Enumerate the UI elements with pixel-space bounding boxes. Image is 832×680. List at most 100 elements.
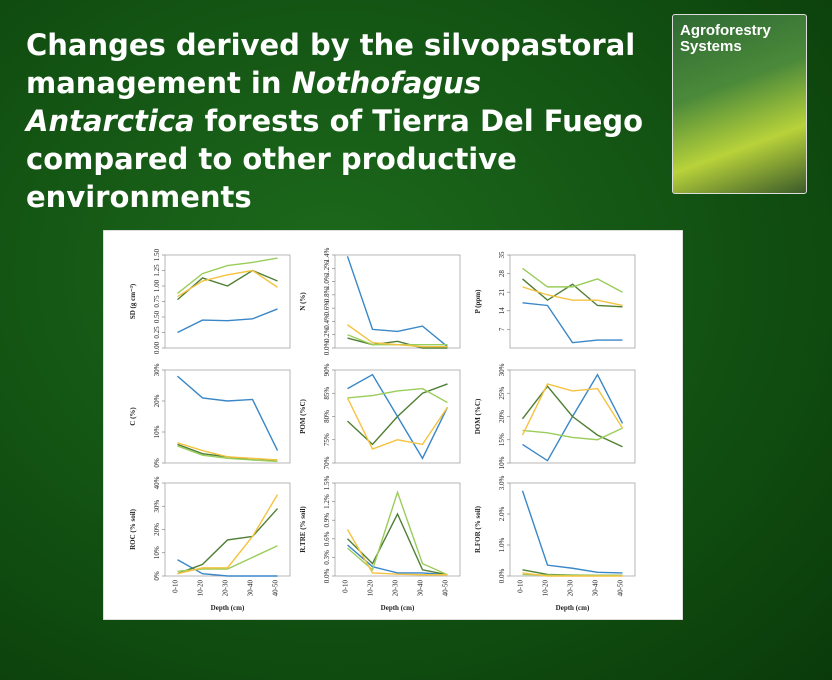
journal-cover: Agroforestry Systems: [672, 14, 807, 194]
series-line: [177, 494, 279, 575]
y-tick-label: 1.0%: [323, 274, 331, 289]
x-tick-label: 0-10: [517, 580, 525, 593]
series-line: [522, 427, 623, 441]
y-tick-label: 1.25: [153, 264, 161, 277]
y-tick-label: 10%: [153, 425, 161, 438]
series-line: [347, 387, 448, 404]
y-axis-label: C (%): [129, 407, 137, 426]
plot-frame: [334, 254, 461, 349]
y-axis-label: N (%): [299, 292, 307, 311]
y-tick-label: 10%: [498, 456, 506, 469]
y-tick-label: 30%: [153, 500, 161, 513]
series-line: [521, 385, 623, 448]
series-line: [177, 559, 278, 577]
series-line: [346, 529, 448, 576]
y-tick-label: 30%: [153, 363, 161, 376]
x-axis-label: Depth (cm): [211, 604, 245, 612]
y-tick-label: 21: [498, 288, 506, 296]
y-axis-label: R.TRE (% soil): [299, 506, 307, 553]
series-line: [522, 302, 623, 344]
series-line: [347, 512, 448, 576]
y-axis-label: POM (%C): [299, 398, 307, 433]
title-text: Changes derived by the silvopastoral man…: [26, 28, 636, 100]
x-tick-label: 40-50: [442, 580, 450, 597]
y-tick-label: 0.9%: [323, 513, 331, 528]
series-line: [522, 286, 623, 307]
series-line: [346, 397, 449, 450]
chart-panel: 0.00 0.25 0.50 0.75 1.00 1.25 1.50 SD (g cm⁻³) 0…: [103, 230, 683, 620]
y-tick-label: 25%: [498, 387, 506, 400]
cover-title-line: Agroforestry: [680, 22, 771, 39]
series-line: [346, 256, 448, 348]
x-tick-label: 30-40: [592, 580, 600, 597]
y-axis-label: P (ppm): [474, 289, 482, 314]
y-tick-label: 40%: [153, 476, 161, 489]
y-tick-label: 7: [498, 327, 506, 331]
y-tick-label: 15%: [498, 433, 506, 446]
x-axis-label: Depth (cm): [381, 604, 415, 612]
x-tick-label: 40-50: [272, 580, 280, 597]
plot-frame: [334, 482, 461, 577]
y-tick-label: 0.75: [153, 295, 161, 308]
y-axis-label: DOM (%C): [474, 398, 482, 434]
x-axis-label: Depth (cm): [556, 604, 590, 612]
series-line: [177, 442, 278, 461]
y-tick-label: 35: [498, 251, 506, 259]
y-tick-label: 20%: [498, 410, 506, 423]
x-tick-label: 0-10: [172, 580, 180, 593]
series-line: [522, 572, 623, 577]
y-tick-label: 28: [498, 270, 506, 278]
cover-title-line: Systems: [680, 38, 742, 55]
y-tick-label: 0.6%: [323, 531, 331, 546]
y-tick-label: 1.00: [153, 279, 161, 292]
y-tick-label: 14: [498, 307, 506, 315]
plot-frame: [164, 369, 291, 464]
y-tick-label: 0.0%: [498, 569, 506, 584]
series-line: [347, 337, 448, 349]
y-axis-label: SD (g cm⁻³): [129, 283, 137, 319]
series-line: [177, 269, 278, 298]
y-tick-label: 0.0%: [323, 341, 331, 356]
y-tick-label: 0.0%: [323, 569, 331, 584]
y-tick-label: 0.4%: [323, 314, 331, 329]
x-tick-label: 30-40: [247, 580, 255, 597]
y-tick-label: 1.4%: [323, 248, 331, 263]
y-axis-label: ROC (% soil): [129, 508, 137, 550]
series-line: [177, 445, 278, 463]
y-tick-label: 20%: [153, 523, 161, 536]
y-tick-label: 3.0%: [498, 476, 506, 491]
x-tick-label: 20-30: [392, 580, 400, 597]
y-tick-label: 10%: [153, 546, 161, 559]
x-tick-label: 30-40: [417, 580, 425, 597]
series-line: [522, 267, 623, 293]
y-tick-label: 90%: [323, 363, 331, 376]
y-tick-label: 1.2%: [323, 261, 331, 276]
cover-title: Agroforestry Systems: [673, 15, 806, 55]
x-tick-label: 10-20: [367, 580, 375, 597]
y-tick-label: 0.3%: [323, 550, 331, 565]
series-line: [177, 508, 279, 575]
y-tick-label: 75%: [323, 433, 331, 446]
series-line: [521, 383, 624, 436]
series-line: [177, 257, 278, 294]
x-tick-label: 40-50: [617, 580, 625, 597]
y-tick-label: 1.2%: [323, 494, 331, 509]
y-tick-label: 85%: [323, 387, 331, 400]
x-tick-label: 0-10: [342, 580, 350, 593]
x-tick-label: 10-20: [542, 580, 550, 597]
y-tick-label: 0%: [153, 571, 161, 581]
y-tick-label: 0.6%: [323, 301, 331, 316]
x-tick-label: 10-20: [197, 580, 205, 597]
y-tick-label: 80%: [323, 410, 331, 423]
y-tick-label: 0.8%: [323, 287, 331, 302]
title-italic: Nothofagus Antarctica: [26, 66, 482, 138]
plot-frame: [509, 254, 636, 349]
y-tick-label: 1.5%: [323, 476, 331, 491]
series-line: [177, 308, 278, 334]
y-axis-label: R.FOR (% soil): [474, 505, 482, 553]
y-tick-label: 0.2%: [323, 327, 331, 342]
y-tick-label: 2.0%: [498, 507, 506, 522]
slide-title: Changes derived by the silvopastoral man…: [26, 26, 656, 216]
series-line: [347, 490, 448, 576]
series-line: [177, 375, 279, 451]
